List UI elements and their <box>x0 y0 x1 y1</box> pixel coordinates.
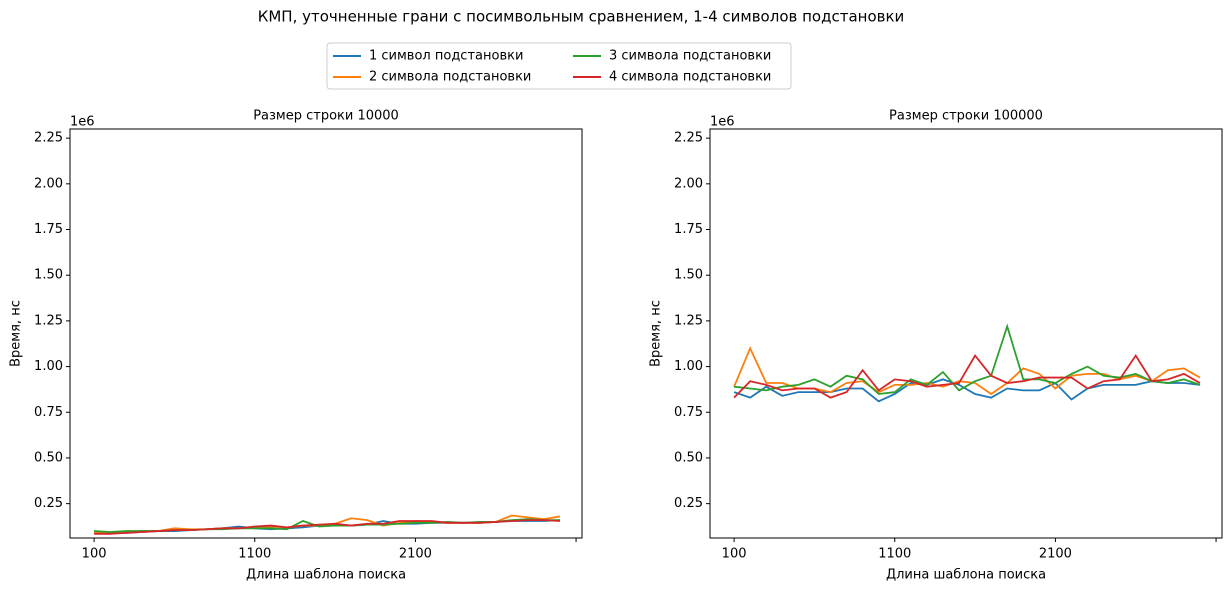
y-offset-label: 1e6 <box>70 115 95 130</box>
axes-frame <box>709 128 1223 539</box>
y-tick-label: 1.50 <box>34 268 63 283</box>
y-tick-label: 0.25 <box>34 496 63 511</box>
y-offset-label: 1e6 <box>710 115 735 130</box>
y-tick-label: 2.25 <box>674 131 703 146</box>
y-tick-label: 1.00 <box>674 359 703 374</box>
y-axis-label: Время, нс <box>9 300 24 367</box>
x-tick-label: 100 <box>722 547 747 562</box>
axes-title: Размер строки 100000 <box>889 109 1043 124</box>
y-tick-label: 2.25 <box>34 131 63 146</box>
legend-box <box>326 42 792 90</box>
y-tick-label: 1.25 <box>674 313 703 328</box>
axes-title: Размер строки 10000 <box>253 109 399 124</box>
y-tick-label: 0.50 <box>34 450 63 465</box>
legend-label: 1 символ подстановки <box>369 49 523 64</box>
legend-label: 4 символа подстановки <box>609 70 771 85</box>
x-tick-label: 1100 <box>238 547 271 562</box>
y-tick-label: 0.75 <box>674 405 703 420</box>
x-tick-label: 2100 <box>1039 547 1072 562</box>
y-tick-label: 2.00 <box>34 176 63 191</box>
y-tick-label: 1.75 <box>674 222 703 237</box>
series-line <box>733 378 1201 403</box>
x-axis-label: Длина шаблона поиска <box>246 568 406 583</box>
x-tick-label: 100 <box>82 547 107 562</box>
figure-title: КМП, уточненные грани с посимвольным сра… <box>258 8 905 26</box>
y-tick-label: 2.00 <box>674 176 703 191</box>
y-tick-label: 0.75 <box>34 405 63 420</box>
y-tick-label: 1.00 <box>34 359 63 374</box>
y-tick-label: 1.25 <box>34 313 63 328</box>
x-tick-label: 2100 <box>399 547 432 562</box>
series-line <box>94 519 561 535</box>
y-axis-label: Время, нс <box>649 300 664 367</box>
y-tick-label: 1.75 <box>34 222 63 237</box>
legend-label: 3 символа подстановки <box>609 49 771 64</box>
y-tick-label: 0.25 <box>674 496 703 511</box>
legend-label: 2 символа подстановки <box>369 70 531 85</box>
axes-frame <box>69 128 583 539</box>
y-tick-label: 1.50 <box>674 268 703 283</box>
x-tick-label: 1100 <box>878 547 911 562</box>
series-line <box>733 353 1201 399</box>
x-axis-label: Длина шаблона поиска <box>886 568 1046 583</box>
y-tick-label: 0.50 <box>674 450 703 465</box>
